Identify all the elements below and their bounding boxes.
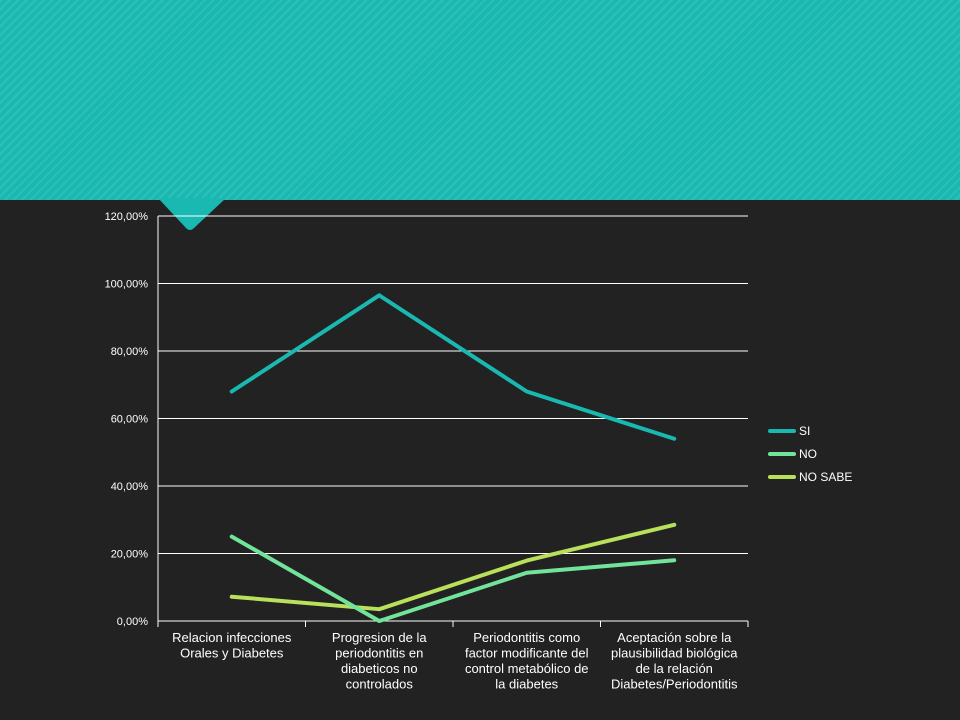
x-category-label: Aceptación sobre la plausibilidad biológi…	[611, 630, 738, 692]
y-tick-label: 40,00%	[111, 481, 149, 493]
series-line-no-sabe	[229, 522, 677, 612]
banner-pointer	[158, 198, 226, 230]
y-axis-tick-labels: 0,00% 20,00% 40,00% 60,00% 80,00% 100,00% 120,…	[105, 211, 149, 628]
series-line-si	[229, 293, 677, 441]
y-tick-label: 0,00%	[117, 616, 148, 628]
y-tick-label: 60,00%	[111, 414, 149, 426]
y-tick-label: 120,00%	[105, 211, 149, 223]
legend-label: NO	[799, 447, 817, 461]
gridlines	[158, 215, 748, 622]
x-category-label: Relacion infecciones Orales y Diabetes	[172, 630, 292, 661]
x-category-label: Progresion de la periodontitis en diabetic…	[332, 630, 427, 692]
legend: SI NO NO SABE	[768, 424, 852, 484]
y-tick-label: 100,00%	[105, 279, 149, 291]
legend-label: NO SABE	[799, 470, 852, 484]
x-axis-category-labels: Relacion infecciones Orales y Diabetes Pro…	[172, 630, 738, 692]
header-banner	[0, 0, 960, 200]
series-line-no	[229, 534, 677, 623]
x-axis	[157, 216, 749, 627]
y-tick-label: 20,00%	[111, 549, 149, 561]
legend-label: SI	[799, 424, 810, 438]
x-category-label: Periodontitis como factor modificante del…	[465, 630, 589, 692]
y-tick-label: 80,00%	[111, 346, 149, 358]
series-lines	[229, 293, 677, 623]
